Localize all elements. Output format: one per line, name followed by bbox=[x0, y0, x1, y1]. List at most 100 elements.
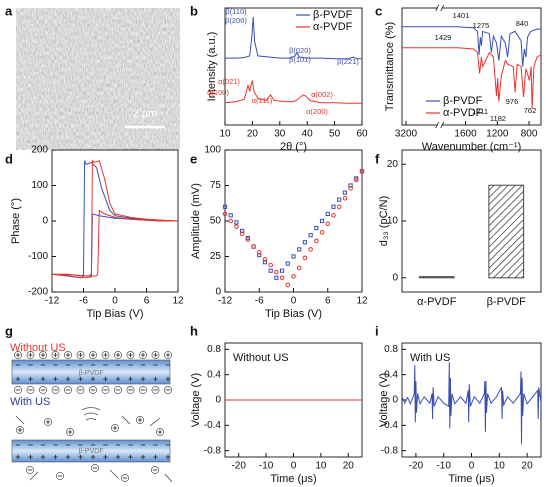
data-line bbox=[51, 159, 179, 279]
charge-symbol bbox=[64, 386, 72, 394]
charge-symbol bbox=[115, 376, 121, 382]
data-point bbox=[314, 238, 319, 244]
diagram-label: With US bbox=[10, 396, 50, 408]
annotation: 1211 bbox=[472, 107, 488, 116]
charge-symbol bbox=[153, 376, 158, 382]
panel-label: d bbox=[5, 151, 13, 166]
charge-symbol bbox=[164, 386, 172, 394]
data-point bbox=[296, 265, 302, 271]
data-point bbox=[268, 268, 273, 273]
data-line bbox=[401, 361, 542, 445]
y-tick-label: 0 bbox=[392, 395, 398, 406]
x-axis-label: Time (μs) bbox=[270, 473, 316, 485]
plot-frame bbox=[224, 149, 363, 293]
charge-symbol bbox=[103, 454, 108, 460]
charge-symbol bbox=[165, 454, 171, 460]
charge-symbol bbox=[66, 428, 74, 436]
charge-ring bbox=[89, 386, 97, 394]
legend-label: β-PVDF bbox=[313, 9, 353, 21]
panel-label: g bbox=[5, 323, 13, 338]
y-tick-label: -100 bbox=[28, 251, 48, 262]
data-point bbox=[319, 230, 325, 235]
annotation: 1429 bbox=[435, 33, 452, 42]
y-axis-label: d₃₃ (pC/N) bbox=[378, 196, 390, 247]
legend-label: α-PVDF bbox=[443, 107, 483, 119]
arrow bbox=[164, 473, 173, 483]
charge-ring bbox=[164, 386, 172, 394]
y-tick-label: 0 bbox=[392, 272, 398, 283]
data-point bbox=[257, 252, 262, 258]
data-point bbox=[285, 261, 290, 266]
charge-ring bbox=[16, 426, 24, 434]
arrow bbox=[149, 417, 161, 427]
y-tick-label: 25 bbox=[210, 251, 222, 262]
x-axis-label: Wavenumber (cm⁻¹) bbox=[422, 141, 522, 153]
film-label: β-PVDF bbox=[78, 448, 103, 455]
charge-symbol bbox=[165, 376, 171, 382]
x-tick-label: -10 bbox=[436, 461, 451, 472]
data-point bbox=[331, 213, 336, 218]
data-point bbox=[291, 274, 296, 279]
x-tick-label: 50 bbox=[329, 129, 341, 140]
charge-symbol bbox=[111, 424, 119, 432]
data-point bbox=[342, 195, 348, 201]
diagram-label: Without US bbox=[10, 342, 66, 354]
annotation: 1275 bbox=[473, 21, 490, 30]
y-tick-label: 0 bbox=[215, 395, 221, 406]
charge-symbol bbox=[126, 351, 135, 359]
data-point bbox=[297, 247, 302, 252]
charge-symbol bbox=[164, 351, 172, 359]
charge-symbol bbox=[53, 454, 58, 460]
charge-ring bbox=[126, 351, 135, 359]
data-point bbox=[251, 244, 256, 249]
data-point bbox=[302, 255, 308, 261]
charge-symbol bbox=[40, 454, 46, 460]
x-tick-label: 40 bbox=[302, 129, 314, 140]
y-tick-label: -200 bbox=[28, 287, 48, 298]
data-point bbox=[337, 197, 342, 202]
x-tick-label: 800 bbox=[521, 129, 538, 140]
x-axis-label: Time (μs) bbox=[448, 473, 494, 485]
panel-label: a bbox=[5, 3, 13, 18]
data-point bbox=[348, 183, 353, 188]
charge-symbol bbox=[40, 376, 46, 382]
charge-ring bbox=[44, 418, 52, 426]
y-axis-label: Transmittance (%) bbox=[384, 22, 396, 111]
x-tick-label: 3200 bbox=[395, 129, 418, 140]
x-tick-label: 30 bbox=[274, 129, 286, 140]
charge-symbol bbox=[90, 376, 96, 382]
charge-symbol bbox=[78, 376, 83, 382]
charge-ring bbox=[151, 386, 160, 394]
charge-symbol bbox=[14, 386, 22, 394]
x-tick-label: 12 bbox=[172, 296, 184, 307]
plot-frame bbox=[401, 7, 542, 126]
y-tick-label: 200 bbox=[31, 145, 48, 156]
film bbox=[11, 359, 171, 385]
data-line bbox=[51, 160, 179, 279]
charge-ring bbox=[39, 386, 47, 394]
panel-label: h bbox=[190, 323, 198, 338]
charge-symbol bbox=[28, 454, 33, 460]
y-axis-label: Intensity (a.u.) bbox=[206, 32, 218, 102]
data-line bbox=[402, 26, 541, 67]
annotation: 1182 bbox=[490, 114, 506, 123]
data-point bbox=[228, 218, 234, 224]
y-tick-label: 75 bbox=[210, 180, 222, 191]
charge-symbol bbox=[26, 466, 34, 474]
annotation: β(101) bbox=[289, 55, 311, 64]
axis-break bbox=[435, 4, 445, 12]
ultrasound-waves bbox=[81, 407, 101, 421]
data-point bbox=[234, 224, 239, 229]
x-tick-label: 0 bbox=[291, 296, 297, 307]
charge-symbol bbox=[65, 454, 71, 460]
x-tick-label: 0 bbox=[112, 296, 118, 307]
charge-symbol bbox=[65, 376, 71, 382]
y-tick-label: 0.4 bbox=[384, 369, 398, 380]
y-axis-label: Voltage (V) bbox=[378, 373, 390, 427]
data-point bbox=[353, 177, 359, 183]
charge-symbol bbox=[151, 386, 160, 394]
charge-ring bbox=[151, 466, 159, 474]
panel-label: e bbox=[190, 151, 197, 166]
legend-label: α-PVDF bbox=[313, 21, 353, 33]
